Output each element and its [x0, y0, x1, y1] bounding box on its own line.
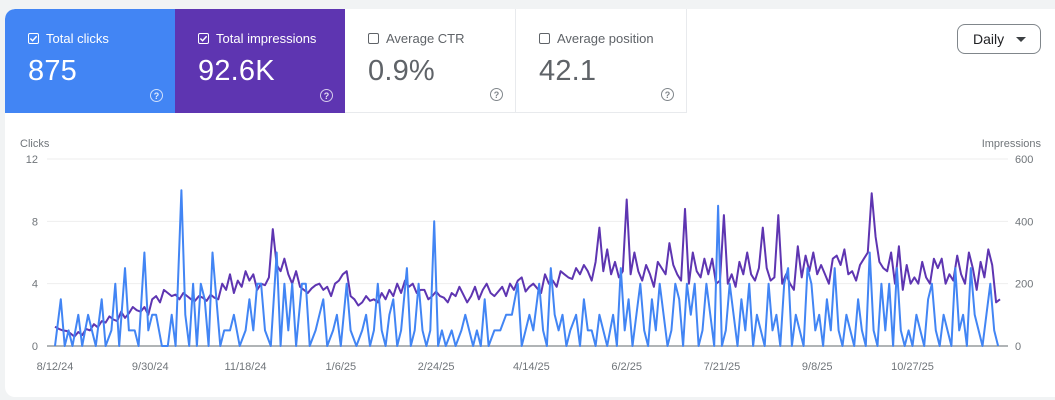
x-axis-tick: 2/24/25: [418, 361, 455, 373]
help-icon[interactable]: ?: [320, 89, 333, 102]
series-line-clicks: [54, 189, 1000, 347]
checkbox-checked-icon[interactable]: [198, 32, 209, 44]
help-icon[interactable]: ?: [661, 88, 674, 101]
x-axis-tick: 4/14/25: [513, 361, 550, 373]
x-axis-tick: 11/18/24: [225, 361, 267, 373]
x-axis-tick: 9/30/24: [132, 361, 169, 373]
left-axis-tick: 12: [26, 154, 38, 166]
right-axis-tick: 600: [1015, 154, 1033, 166]
x-axis-tick: 1/6/25: [326, 361, 357, 373]
right-axis-tick: 200: [1015, 279, 1033, 291]
metric-label: Average CTR: [386, 30, 465, 46]
metric-value: 875: [28, 55, 77, 87]
metric-value: 42.1: [539, 55, 597, 87]
metric-card-total-impressions[interactable]: Total impressions 92.6K ?: [175, 9, 345, 113]
metric-card-average-ctr[interactable]: Average CTR 0.9% ?: [345, 9, 516, 113]
metric-card-total-clicks[interactable]: Total clicks 875 ?: [5, 9, 175, 113]
checkbox-checked-icon[interactable]: [28, 32, 39, 44]
x-axis-tick: 8/12/24: [37, 361, 74, 373]
checkbox-unchecked-icon[interactable]: [368, 32, 379, 44]
metric-value: 92.6K: [198, 55, 275, 87]
metric-value: 0.9%: [368, 55, 435, 87]
x-axis-tick: 6/2/25: [611, 361, 642, 373]
checkbox-unchecked-icon[interactable]: [539, 32, 550, 44]
metric-card-average-position[interactable]: Average position 42.1 ?: [516, 9, 687, 113]
performance-panel: Total clicks 875 ? Total impressions 92.…: [5, 9, 1055, 397]
metric-cards: Total clicks 875 ? Total impressions 92.…: [5, 9, 687, 113]
right-axis-tick: 0: [1015, 341, 1021, 353]
left-axis-tick: 4: [32, 279, 38, 291]
right-axis-label: Impressions: [982, 138, 1042, 150]
series-line-impressions: [54, 192, 1001, 338]
metric-label: Average position: [557, 30, 654, 46]
left-axis-label: Clicks: [20, 138, 50, 150]
help-icon[interactable]: ?: [150, 89, 163, 102]
right-axis-tick: 400: [1015, 216, 1033, 228]
x-axis-tick: 7/21/25: [704, 361, 741, 373]
x-axis-tick: 9/8/25: [802, 361, 833, 373]
help-icon[interactable]: ?: [490, 88, 503, 101]
x-axis-tick: 10/27/25: [891, 361, 934, 373]
left-axis-tick: 8: [32, 216, 38, 228]
metric-label: Total impressions: [216, 30, 317, 46]
left-axis-tick: 0: [32, 341, 38, 353]
metric-label: Total clicks: [46, 30, 109, 46]
granularity-label: Daily: [973, 31, 1005, 47]
granularity-dropdown[interactable]: Daily: [957, 24, 1041, 54]
caret-down-icon: [1016, 37, 1026, 42]
